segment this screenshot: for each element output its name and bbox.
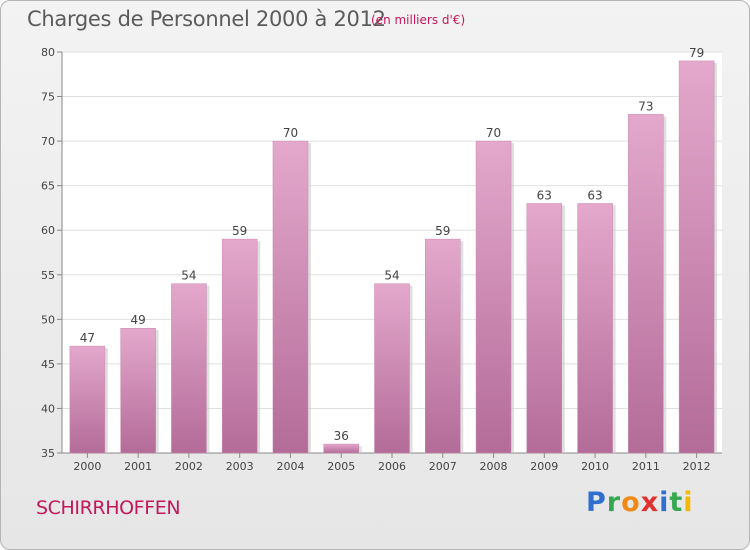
y-tick-label: 35 <box>41 447 55 460</box>
x-tick-label: 2005 <box>327 460 355 473</box>
bar <box>69 345 106 454</box>
bar-value-label: 47 <box>80 331 95 345</box>
bar-value-label: 49 <box>131 313 146 327</box>
bar-value-label: 63 <box>587 188 602 202</box>
x-tick-label: 2002 <box>175 460 203 473</box>
bar <box>577 203 613 454</box>
bar-value-label: 59 <box>232 224 247 238</box>
bar <box>272 140 309 454</box>
bar-value-label: 54 <box>181 269 196 283</box>
x-tick-label: 2011 <box>632 460 660 473</box>
bar <box>323 443 359 454</box>
bar-value-label: 79 <box>689 46 704 60</box>
bar <box>475 140 512 454</box>
y-tick-label: 70 <box>41 135 55 148</box>
y-tick-label: 65 <box>41 180 55 193</box>
y-tick-label: 50 <box>41 313 55 326</box>
bar <box>120 327 156 454</box>
bar-value-label: 36 <box>334 429 349 443</box>
x-tick-label: 2010 <box>581 460 609 473</box>
bar <box>171 283 207 454</box>
x-tick-label: 2008 <box>480 460 508 473</box>
plot-area: 35 40 45 50 55 60 65 70 75 80 47 2000 49 2001 54 2002 59… <box>41 46 722 473</box>
bar-value-label: 70 <box>283 126 298 140</box>
x-tick-label: 2007 <box>429 460 457 473</box>
bar <box>425 238 461 454</box>
x-tick-label: 2012 <box>683 460 711 473</box>
bar <box>628 114 664 454</box>
x-tick-label: 2004 <box>276 460 304 473</box>
chart-subtitle: (en milliers d'€) <box>371 13 466 27</box>
x-tick-label: 2001 <box>124 460 152 473</box>
bar-value-label: 63 <box>537 188 552 202</box>
y-tick-label: 75 <box>41 91 55 104</box>
x-tick-label: 2003 <box>226 460 254 473</box>
chart-title: Charges de Personnel 2000 à 2012 <box>27 7 386 31</box>
bar <box>678 60 715 454</box>
bar <box>526 203 563 454</box>
bar-value-label: 59 <box>435 224 450 238</box>
y-tick-label: 55 <box>41 269 55 282</box>
bar-value-label: 70 <box>486 126 501 140</box>
bar-value-label: 73 <box>638 99 653 113</box>
y-tick-label: 40 <box>41 402 55 415</box>
y-tick-label: 80 <box>41 46 55 59</box>
y-tick-label: 45 <box>41 358 55 371</box>
bar-value-label: 54 <box>384 269 399 283</box>
x-tick-label: 2000 <box>73 460 101 473</box>
proxiti-logo: Proxiti <box>586 487 694 518</box>
bar <box>374 283 410 454</box>
x-tick-label: 2009 <box>530 460 558 473</box>
y-tick-label: 60 <box>41 224 55 237</box>
place-name: SCHIRRHOFFEN <box>36 497 181 519</box>
x-tick-label: 2006 <box>378 460 406 473</box>
bar <box>221 238 258 454</box>
